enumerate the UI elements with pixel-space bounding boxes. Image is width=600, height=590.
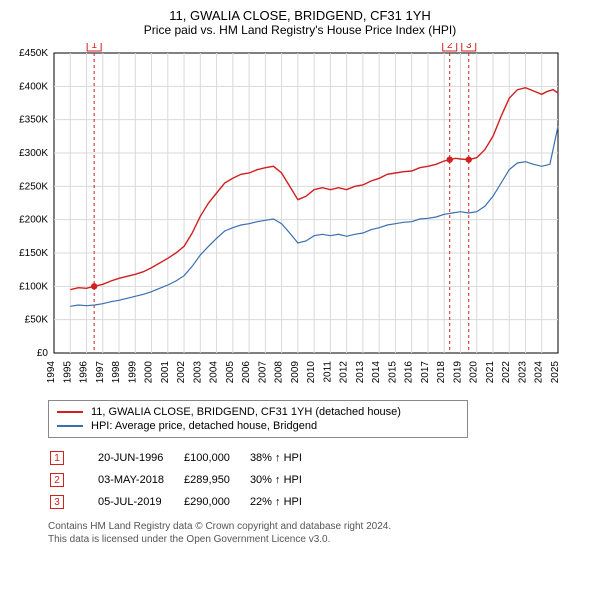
svg-text:1994: 1994: [46, 361, 57, 384]
svg-text:2023: 2023: [517, 361, 528, 384]
svg-text:£400K: £400K: [19, 81, 48, 92]
svg-text:2010: 2010: [306, 361, 317, 384]
transaction-delta: 38% ↑ HPI: [250, 448, 320, 468]
line-chart-svg: £0 £50K £100K £150K £200K £250K £300K £350K £400…: [8, 43, 568, 391]
footer-line-2: This data is licensed under the Open Gov…: [48, 533, 592, 546]
svg-text:£100K: £100K: [19, 281, 48, 292]
transaction-row: 2 03-MAY-2018£289,95030% ↑ HPI: [50, 470, 320, 490]
svg-text:2009: 2009: [290, 361, 301, 384]
svg-text:2008: 2008: [274, 361, 285, 384]
svg-text:2016: 2016: [404, 361, 415, 384]
svg-text:2006: 2006: [241, 361, 252, 384]
svg-text:1998: 1998: [111, 361, 122, 384]
legend-label: HPI: Average price, detached house, Brid…: [91, 420, 317, 432]
legend-swatch: [57, 425, 83, 427]
transaction-date: 05-JUL-2019: [98, 492, 182, 512]
transaction-date: 03-MAY-2018: [98, 470, 182, 490]
svg-text:1995: 1995: [62, 361, 73, 384]
transaction-row: 3 05-JUL-2019£290,00022% ↑ HPI: [50, 492, 320, 512]
svg-text:£450K: £450K: [19, 48, 48, 59]
svg-text:2012: 2012: [339, 361, 350, 384]
transaction-price: £290,000: [184, 492, 248, 512]
svg-text:£150K: £150K: [19, 248, 48, 259]
svg-text:1997: 1997: [95, 361, 106, 384]
transaction-delta: 22% ↑ HPI: [250, 492, 320, 512]
transactions-table: 1 20-JUN-1996£100,00038% ↑ HPI 2 03-MAY-201…: [48, 446, 322, 514]
svg-text:2019: 2019: [452, 361, 463, 384]
svg-text:2005: 2005: [225, 361, 236, 384]
svg-text:2022: 2022: [501, 361, 512, 384]
transaction-marker: 1: [50, 451, 64, 465]
svg-text:£350K: £350K: [19, 115, 48, 126]
svg-text:2: 2: [447, 43, 453, 51]
transaction-price: £100,000: [184, 448, 248, 468]
svg-text:£300K: £300K: [19, 148, 48, 159]
svg-text:2007: 2007: [257, 361, 268, 384]
svg-text:£0: £0: [37, 348, 49, 359]
legend-row: 11, GWALIA CLOSE, BRIDGEND, CF31 1YH (de…: [57, 405, 459, 419]
transaction-price: £289,950: [184, 470, 248, 490]
chart-title: 11, GWALIA CLOSE, BRIDGEND, CF31 1YH: [8, 8, 592, 23]
svg-text:2021: 2021: [485, 361, 496, 384]
legend-row: HPI: Average price, detached house, Brid…: [57, 419, 459, 433]
svg-text:2017: 2017: [420, 361, 431, 384]
svg-text:2018: 2018: [436, 361, 447, 384]
svg-text:2020: 2020: [469, 361, 480, 384]
transaction-date: 20-JUN-1996: [98, 448, 182, 468]
transaction-marker: 3: [50, 495, 64, 509]
chart-subtitle: Price paid vs. HM Land Registry's House …: [8, 23, 592, 37]
svg-text:1: 1: [91, 43, 97, 51]
transaction-marker: 2: [50, 473, 64, 487]
svg-text:2011: 2011: [322, 361, 333, 383]
chart-area: £0 £50K £100K £150K £200K £250K £300K £350K £400…: [8, 43, 592, 396]
svg-text:£50K: £50K: [25, 315, 49, 326]
footer-line-1: Contains HM Land Registry data © Crown c…: [48, 520, 592, 533]
svg-text:2001: 2001: [160, 361, 171, 384]
svg-text:2024: 2024: [534, 361, 545, 384]
svg-text:2013: 2013: [355, 361, 366, 384]
svg-text:2025: 2025: [550, 361, 561, 384]
svg-text:2002: 2002: [176, 361, 187, 384]
legend-label: 11, GWALIA CLOSE, BRIDGEND, CF31 1YH (de…: [91, 406, 401, 418]
svg-text:1996: 1996: [79, 361, 90, 384]
svg-text:2014: 2014: [371, 361, 382, 384]
svg-text:2003: 2003: [192, 361, 203, 384]
attribution-footer: Contains HM Land Registry data © Crown c…: [48, 520, 592, 546]
svg-text:£200K: £200K: [19, 215, 48, 226]
svg-text:2015: 2015: [387, 361, 398, 384]
transaction-delta: 30% ↑ HPI: [250, 470, 320, 490]
transaction-row: 1 20-JUN-1996£100,00038% ↑ HPI: [50, 448, 320, 468]
svg-text:2000: 2000: [144, 361, 155, 384]
svg-text:3: 3: [466, 43, 472, 51]
svg-text:2004: 2004: [209, 361, 220, 384]
legend-swatch: [57, 411, 83, 413]
svg-text:1999: 1999: [127, 361, 138, 384]
svg-text:£250K: £250K: [19, 181, 48, 192]
legend-box: 11, GWALIA CLOSE, BRIDGEND, CF31 1YH (de…: [48, 400, 468, 438]
